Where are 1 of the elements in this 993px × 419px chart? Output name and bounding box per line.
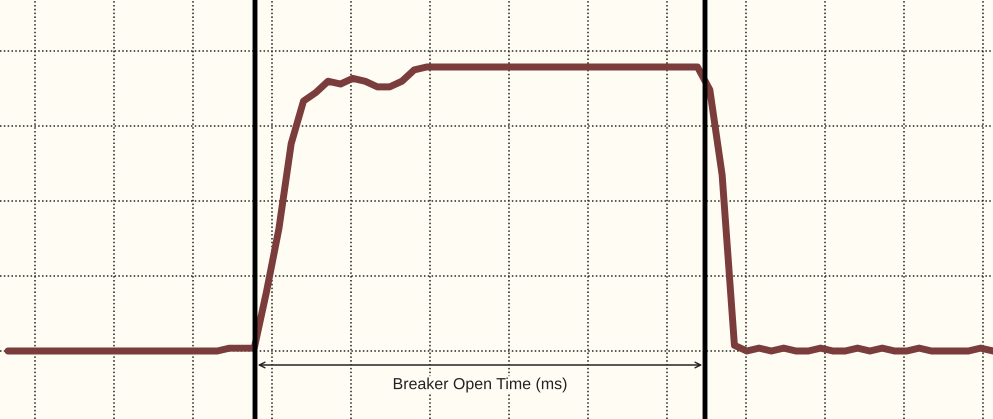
text: Breaker Open Time (ms): [394, 378, 566, 392]
